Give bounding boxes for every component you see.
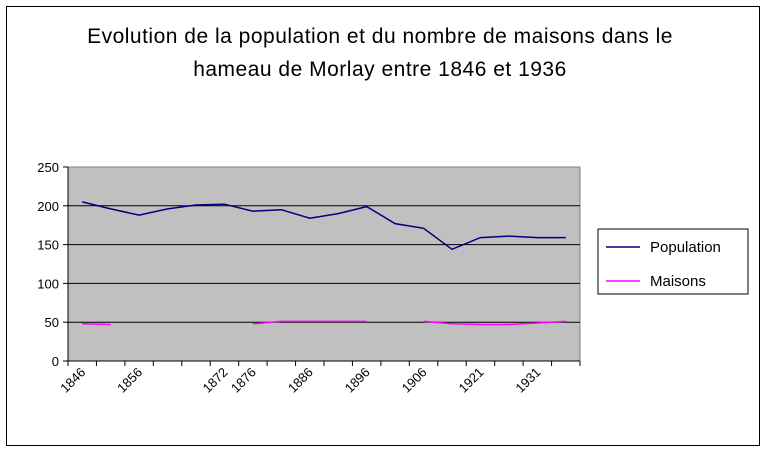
gridlines bbox=[68, 205, 580, 323]
series-line-population bbox=[82, 201, 566, 251]
x-tick-label-1856: 1856 bbox=[114, 365, 145, 396]
legend: Population Maisons bbox=[597, 228, 749, 295]
y-tick-label-250: 250 bbox=[37, 160, 59, 175]
series-line-maisons bbox=[82, 320, 566, 326]
legend-box bbox=[597, 228, 749, 295]
x-tick-label-1846: 1846 bbox=[57, 365, 88, 396]
y-tick-label-200: 200 bbox=[37, 199, 59, 214]
y-tick-label-50: 50 bbox=[45, 315, 59, 330]
y-tick-label-0: 0 bbox=[52, 354, 59, 369]
x-tick-label-1872: 1872 bbox=[200, 365, 231, 396]
x-tick-label-1896: 1896 bbox=[342, 365, 373, 396]
plot-area bbox=[67, 166, 581, 362]
series-lines bbox=[82, 201, 566, 326]
y-tick-label-100: 100 bbox=[37, 276, 59, 291]
x-tick-label-1876: 1876 bbox=[228, 365, 259, 396]
legend-label-population: Population bbox=[650, 239, 721, 256]
x-tick-label-1886: 1886 bbox=[285, 365, 316, 396]
x-tick-label-1931: 1931 bbox=[512, 365, 543, 396]
x-tick-label-1906: 1906 bbox=[399, 365, 430, 396]
y-axis: 0 50 100 150 200 250 bbox=[37, 160, 69, 369]
chart-title: Evolution de la population et du nombre … bbox=[87, 25, 673, 81]
y-tick-label-150: 150 bbox=[37, 238, 59, 253]
x-tick-label-1921: 1921 bbox=[456, 365, 487, 396]
legend-label-maisons: Maisons bbox=[650, 273, 706, 290]
